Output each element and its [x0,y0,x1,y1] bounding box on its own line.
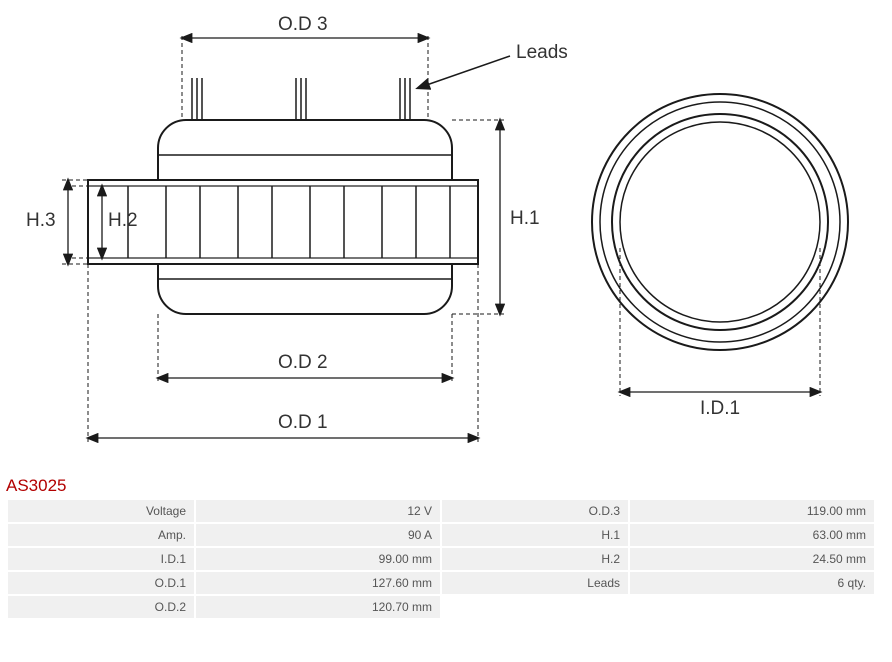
winding-core [88,180,478,264]
spec-label: Amp. [8,524,194,546]
leads-pointer [418,56,510,88]
label-h1: H.1 [510,208,540,230]
part-number: AS3025 [6,476,67,496]
table-row: I.D.1 99.00 mm H.2 24.50 mm [8,548,874,570]
spec-label: Leads [442,572,628,594]
spec-value: 119.00 mm [630,500,874,522]
table-row: Voltage 12 V O.D.3 119.00 mm [8,500,874,522]
technical-drawing: O.D 3 Leads H.1 H.2 H.3 O.D 2 O.D 1 I.D.… [0,0,892,475]
table-row: Amp. 90 A H.1 63.00 mm [8,524,874,546]
label-od3: O.D 3 [278,14,328,36]
ring-view [592,94,848,396]
spec-label: H.1 [442,524,628,546]
table-row: O.D.1 127.60 mm Leads 6 qty. [8,572,874,594]
spec-label: O.D.2 [8,596,194,618]
spec-value: 24.50 mm [630,548,874,570]
spec-value: 12 V [196,500,440,522]
spec-value: 120.70 mm [196,596,440,618]
spec-value: 99.00 mm [196,548,440,570]
label-od1: O.D 1 [278,412,328,434]
specifications-table: Voltage 12 V O.D.3 119.00 mm Amp. 90 A H… [6,498,876,620]
spec-value: 63.00 mm [630,524,874,546]
table-row: O.D.2 120.70 mm [8,596,874,618]
label-id1: I.D.1 [700,398,740,420]
spec-value: 90 A [196,524,440,546]
label-leads: Leads [516,42,568,64]
spec-value: 127.60 mm [196,572,440,594]
drawing-svg [0,0,892,475]
spec-label: H.2 [442,548,628,570]
spec-value: 6 qty. [630,572,874,594]
label-od2: O.D 2 [278,352,328,374]
spec-label: O.D.1 [8,572,194,594]
leads-wires [192,78,410,120]
spec-label: O.D.3 [442,500,628,522]
label-h3: H.3 [26,210,56,232]
label-h2: H.2 [108,210,138,232]
spec-label: Voltage [8,500,194,522]
spec-label: I.D.1 [8,548,194,570]
